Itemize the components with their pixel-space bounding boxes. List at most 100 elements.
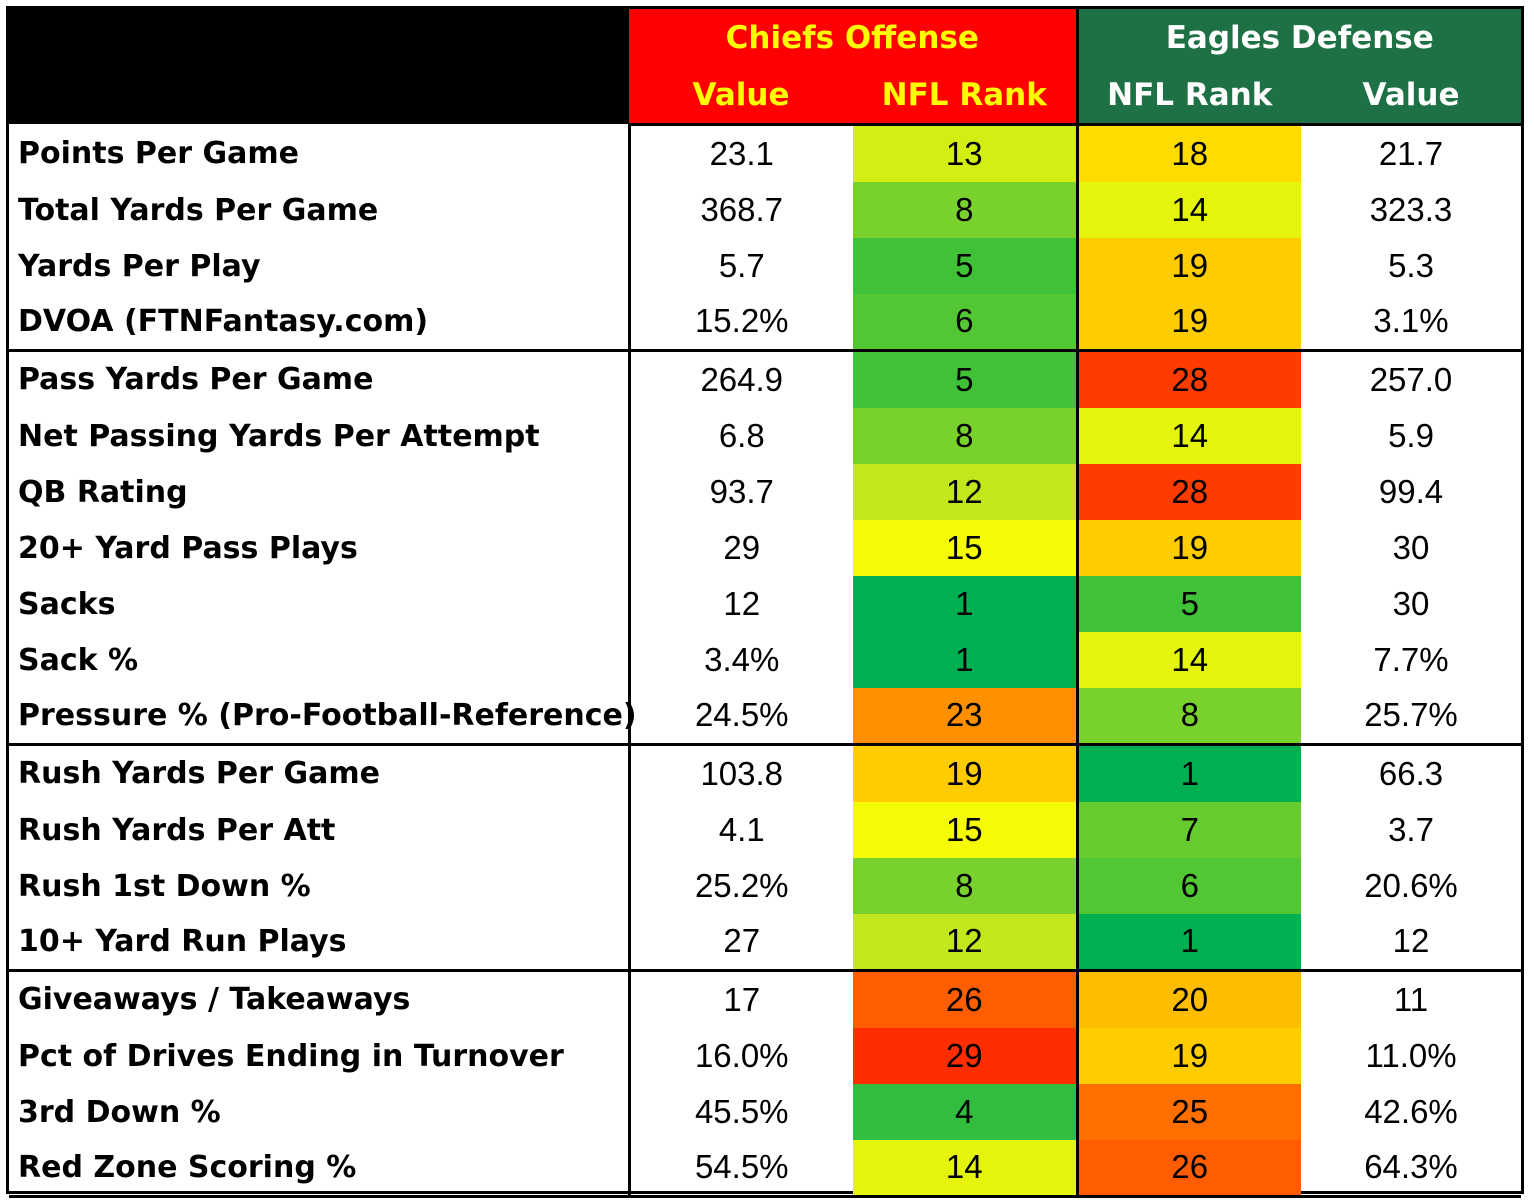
chiefs-rank-header: NFL Rank [853, 67, 1077, 126]
stat-label: QB Rating [18, 474, 188, 510]
table-row: Giveaways / Takeaways 17 26 20 11 [9, 970, 1521, 1028]
defense-rank: 14 [1075, 632, 1301, 688]
offense-value: 5.7 [627, 238, 853, 294]
offense-value: 4.1 [627, 802, 853, 858]
offense-value: 23.1 [627, 124, 853, 182]
table-row: Points Per Game 23.1 13 18 21.7 [9, 124, 1521, 182]
defense-value: 64.3% [1301, 1140, 1521, 1198]
table-row: Sacks 12 1 5 30 [9, 576, 1521, 632]
defense-value: 66.3 [1378, 754, 1444, 792]
offense-rank: 1 [853, 632, 1077, 688]
stat-label: 3rd Down % [18, 1094, 221, 1130]
header-row-teams: Chiefs Offense Eagles Defense [9, 9, 1521, 124]
table-row: 3rd Down % 45.5% 4 25 42.6% [9, 1084, 1521, 1140]
table-row: Pressure % (Pro-Football-Reference) 24.5%… [9, 688, 1521, 746]
defense-rank: 19 [1075, 238, 1301, 294]
offense-rank: 29 [853, 1028, 1077, 1084]
defense-value: 7.7% [1373, 641, 1449, 678]
table-row: Pass Yards Per Game 264.9 5 28 257.0 [9, 350, 1521, 408]
offense-value: 3.4% [627, 632, 853, 688]
defense-rank: 18 [1075, 124, 1301, 182]
offense-value: 25.2% [627, 858, 853, 914]
defense-rank: 14 [1075, 408, 1301, 464]
offense-value: 16.0% [627, 1028, 853, 1084]
defense-rank: 8 [1075, 688, 1301, 746]
table-row: Net Passing Yards Per Attempt 6.8 8 14 5.9 [9, 408, 1521, 464]
defense-value: 3.7 [1388, 811, 1434, 848]
offense-value: 17 [627, 970, 853, 1028]
stat-label: Points Per Game [18, 135, 299, 171]
defense-rank: 28 [1075, 350, 1301, 408]
defense-value: 21.7 [1378, 134, 1444, 172]
offense-value: 103.8 [627, 744, 853, 802]
offense-value: 45.5% [627, 1084, 853, 1140]
header-corner-blank [9, 9, 629, 124]
defense-rank: 19 [1075, 1028, 1301, 1084]
defense-rank: 19 [1075, 520, 1301, 576]
eagles-defense-title: Eagles Defense [1075, 9, 1521, 67]
defense-rank: 28 [1075, 464, 1301, 520]
defense-value: 30 [1392, 585, 1430, 622]
offense-value: 368.7 [627, 182, 853, 238]
table-row: Total Yards Per Game 368.7 8 14 323.3 [9, 182, 1521, 238]
header-row-columns: Value NFL Rank NFL Rank Value [9, 67, 1521, 126]
table-row: QB Rating 93.7 12 28 99.4 [9, 464, 1521, 520]
defense-value: 42.6% [1364, 1093, 1458, 1130]
stat-label: Pressure % (Pro-Football-Reference) [9, 688, 637, 746]
defense-rank: 1 [1075, 914, 1301, 972]
stat-label: Giveaways / Takeaways [18, 982, 411, 1018]
offense-rank: 23 [853, 688, 1077, 746]
defense-rank: 14 [1075, 182, 1301, 238]
comparison-table-container: Chiefs Offense Eagles Defense Value NFL … [6, 6, 1524, 1198]
eagles-value-header: Value [1301, 67, 1521, 126]
defense-value: 20.6% [1364, 867, 1458, 904]
table-row: 20+ Yard Pass Plays 29 15 19 30 [9, 520, 1521, 576]
defense-value: 5.9 [1388, 417, 1434, 454]
offense-value: 15.2% [627, 294, 853, 352]
offense-rank: 8 [853, 182, 1077, 238]
table-row: Red Zone Scoring % 54.5% 14 26 64.3% [9, 1140, 1521, 1198]
stat-label: Red Zone Scoring % [9, 1140, 629, 1198]
offense-rank: 26 [853, 970, 1077, 1028]
offense-value: 6.8 [627, 408, 853, 464]
stat-label: 20+ Yard Pass Plays [18, 530, 358, 566]
defense-rank: 7 [1075, 802, 1301, 858]
stat-label: Yards Per Play [18, 248, 261, 284]
offense-rank: 15 [853, 802, 1077, 858]
offense-rank: 4 [853, 1084, 1077, 1140]
table-row: Pct of Drives Ending in Turnover 16.0% 29 1… [9, 1028, 1521, 1084]
defense-rank: 1 [1075, 744, 1301, 802]
offense-rank: 19 [853, 744, 1077, 802]
defense-rank: 6 [1075, 858, 1301, 914]
offense-rank: 5 [853, 238, 1077, 294]
offense-rank: 15 [853, 520, 1077, 576]
chiefs-value-header: Value [629, 67, 853, 126]
stat-label: Pct of Drives Ending in Turnover [18, 1038, 564, 1074]
defense-value: 12 [1301, 914, 1521, 972]
defense-rank: 25 [1075, 1084, 1301, 1140]
table-row: DVOA (FTNFantasy.com) 15.2% 6 19 3.1% [9, 294, 1521, 352]
table-row: Rush 1st Down % 25.2% 8 6 20.6% [9, 858, 1521, 914]
eagles-rank-header: NFL Rank [1075, 67, 1301, 126]
defense-value: 5.3 [1388, 247, 1434, 284]
table-row: Rush Yards Per Game 103.8 19 1 66.3 [9, 744, 1521, 802]
offense-rank: 1 [853, 576, 1077, 632]
defense-value: 11 [1393, 980, 1429, 1018]
offense-rank: 13 [853, 124, 1077, 182]
stat-label: Rush Yards Per Game [18, 756, 380, 792]
offense-rank: 6 [853, 294, 1077, 352]
stat-label: Rush Yards Per Att [18, 812, 336, 848]
offense-value: 29 [627, 520, 853, 576]
table-row: Yards Per Play 5.7 5 19 5.3 [9, 238, 1521, 294]
offense-rank: 14 [853, 1140, 1077, 1198]
offense-rank: 8 [853, 858, 1077, 914]
defense-rank: 20 [1075, 970, 1301, 1028]
offense-value: 27 [627, 914, 853, 972]
offense-value: 54.5% [627, 1140, 853, 1198]
defense-rank: 5 [1075, 576, 1301, 632]
defense-value: 99.4 [1378, 473, 1444, 510]
table-row: Rush Yards Per Att 4.1 15 7 3.7 [9, 802, 1521, 858]
stat-label: 10+ Yard Run Plays [9, 914, 629, 972]
stat-label: Sacks [18, 586, 116, 622]
stat-label: DVOA (FTNFantasy.com) [9, 294, 629, 352]
